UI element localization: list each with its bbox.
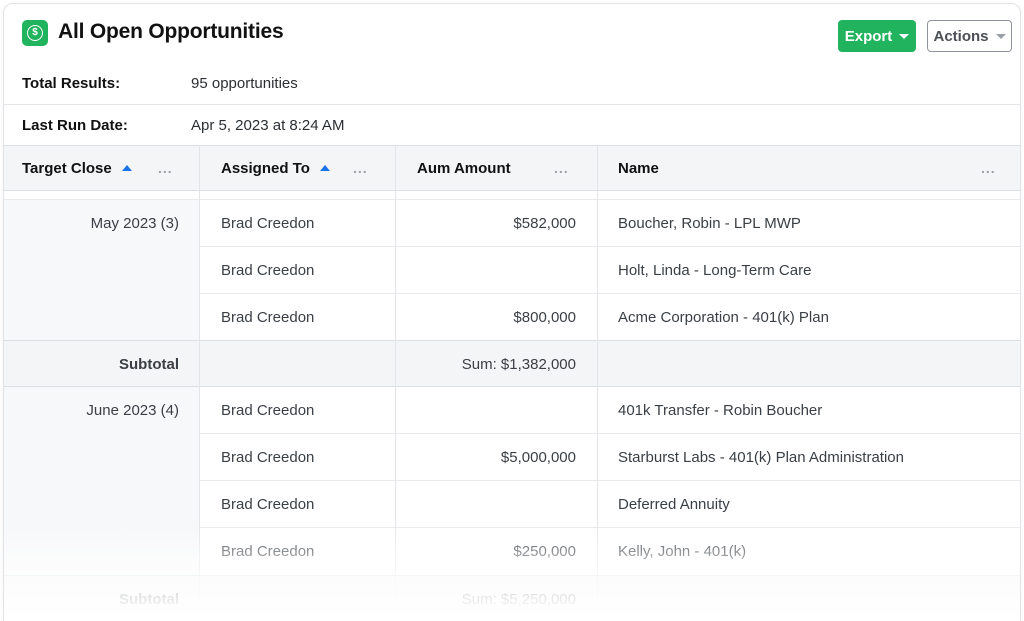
group-label: May 2023 (3): [90, 215, 179, 232]
row-divider: [199, 246, 1020, 247]
row-divider: [199, 433, 1020, 434]
chevron-down-icon: [995, 33, 1006, 39]
name-cell[interactable]: 401k Transfer - Robin Boucher: [618, 402, 823, 419]
column-header-label: Name: [618, 159, 659, 177]
subtotal-value: Sum: $1,382,000: [461, 356, 576, 373]
name-cell[interactable]: Acme Corporation - 401(k) Plan: [618, 309, 829, 326]
sort-ascending-icon[interactable]: [319, 165, 330, 171]
subtotal-row: Subtotal Sum: $5,250,000: [4, 575, 1020, 621]
column-menu-icon[interactable]: ...: [158, 160, 173, 176]
export-button[interactable]: Export: [838, 20, 916, 52]
assigned-to-cell: Brad Creedon: [221, 449, 315, 466]
assigned-to-cell: Brad Creedon: [221, 309, 315, 326]
report-header: $ All Open Opportunities Export Actions: [4, 4, 1020, 64]
column-header-aum-amount[interactable]: Aum Amount: [417, 146, 511, 190]
assigned-to-cell: Brad Creedon: [221, 262, 315, 279]
column-menu-icon[interactable]: ...: [554, 160, 569, 176]
last-run-label: Last Run Date:: [22, 117, 128, 134]
page-title: All Open Opportunities: [58, 20, 284, 43]
aum-amount-cell: [396, 481, 576, 528]
aum-amount-cell: $582,000: [513, 215, 576, 232]
table-row[interactable]: May 2023 (3) Brad Creedon $582,000 Bouch…: [4, 200, 1020, 247]
aum-amount-cell: [396, 247, 576, 294]
table-row[interactable]: Brad Creedon $250,000 Kelly, John - 401(…: [4, 528, 1020, 575]
table-row[interactable]: Brad Creedon $5,000,000 Starburst Labs -…: [4, 434, 1020, 481]
group-label: June 2023 (4): [86, 402, 179, 419]
name-cell[interactable]: Holt, Linda - Long-Term Care: [618, 262, 812, 279]
column-divider: [199, 145, 200, 621]
assigned-to-cell: Brad Creedon: [221, 215, 315, 232]
table-row[interactable]: June 2023 (4) Brad Creedon 401k Transfer…: [4, 387, 1020, 434]
report-card: $ All Open Opportunities Export Actions …: [3, 3, 1021, 621]
aum-amount-cell: [396, 387, 576, 434]
column-divider: [597, 145, 598, 621]
subtotal-label: Subtotal: [119, 591, 179, 608]
table-row[interactable]: Brad Creedon Holt, Linda - Long-Term Car…: [4, 247, 1020, 294]
subtotal-value: Sum: $5,250,000: [461, 591, 576, 608]
subtotal-label: Subtotal: [119, 356, 179, 373]
row-divider: [199, 480, 1020, 481]
actions-button[interactable]: Actions: [927, 20, 1012, 52]
aum-amount-cell: $250,000: [513, 543, 576, 560]
last-run-row: Last Run Date: Apr 5, 2023 at 8:24 AM: [4, 104, 1020, 146]
table-row[interactable]: Brad Creedon Deferred Annuity: [4, 481, 1020, 528]
assigned-to-cell: Brad Creedon: [221, 402, 315, 419]
chevron-down-icon: [899, 33, 910, 39]
name-cell[interactable]: Boucher, Robin - LPL MWP: [618, 215, 801, 232]
column-header-label: Target Close: [22, 159, 112, 177]
total-results-value: 95 opportunities: [191, 74, 298, 92]
dollar-icon: $: [22, 20, 48, 46]
aum-amount-cell: $5,000,000: [500, 449, 576, 466]
column-header-target-close[interactable]: Target Close: [22, 146, 132, 190]
column-header-assigned-to[interactable]: Assigned To: [221, 146, 330, 190]
name-cell[interactable]: Deferred Annuity: [618, 496, 730, 513]
actions-button-label: Actions: [933, 27, 989, 45]
table-header: Target Close ... Assigned To ... Aum Amo…: [4, 145, 1020, 191]
column-header-name[interactable]: Name: [618, 146, 659, 190]
name-cell[interactable]: Kelly, John - 401(k): [618, 543, 747, 560]
subtotal-row: Subtotal Sum: $1,382,000: [4, 340, 1020, 387]
column-menu-icon[interactable]: ...: [981, 160, 996, 176]
row-divider: [199, 527, 1020, 528]
total-results-row: Total Results: 95 opportunities: [4, 62, 1020, 104]
sort-ascending-icon[interactable]: [121, 165, 132, 171]
column-header-label: Assigned To: [221, 159, 310, 177]
table-spacer: [4, 191, 1020, 200]
row-divider: [199, 293, 1020, 294]
column-menu-icon[interactable]: ...: [353, 160, 368, 176]
group-column-bg: [4, 200, 199, 341]
aum-amount-cell: $800,000: [513, 309, 576, 326]
column-header-label: Aum Amount: [417, 159, 511, 177]
last-run-value: Apr 5, 2023 at 8:24 AM: [191, 117, 345, 134]
name-cell[interactable]: Starburst Labs - 401(k) Plan Administrat…: [618, 449, 904, 466]
table-row[interactable]: Brad Creedon $800,000 Acme Corporation -…: [4, 294, 1020, 341]
assigned-to-cell: Brad Creedon: [221, 543, 315, 560]
column-divider: [395, 145, 396, 621]
assigned-to-cell: Brad Creedon: [221, 496, 315, 513]
export-button-label: Export: [844, 27, 893, 45]
total-results-label: Total Results:: [22, 74, 121, 92]
